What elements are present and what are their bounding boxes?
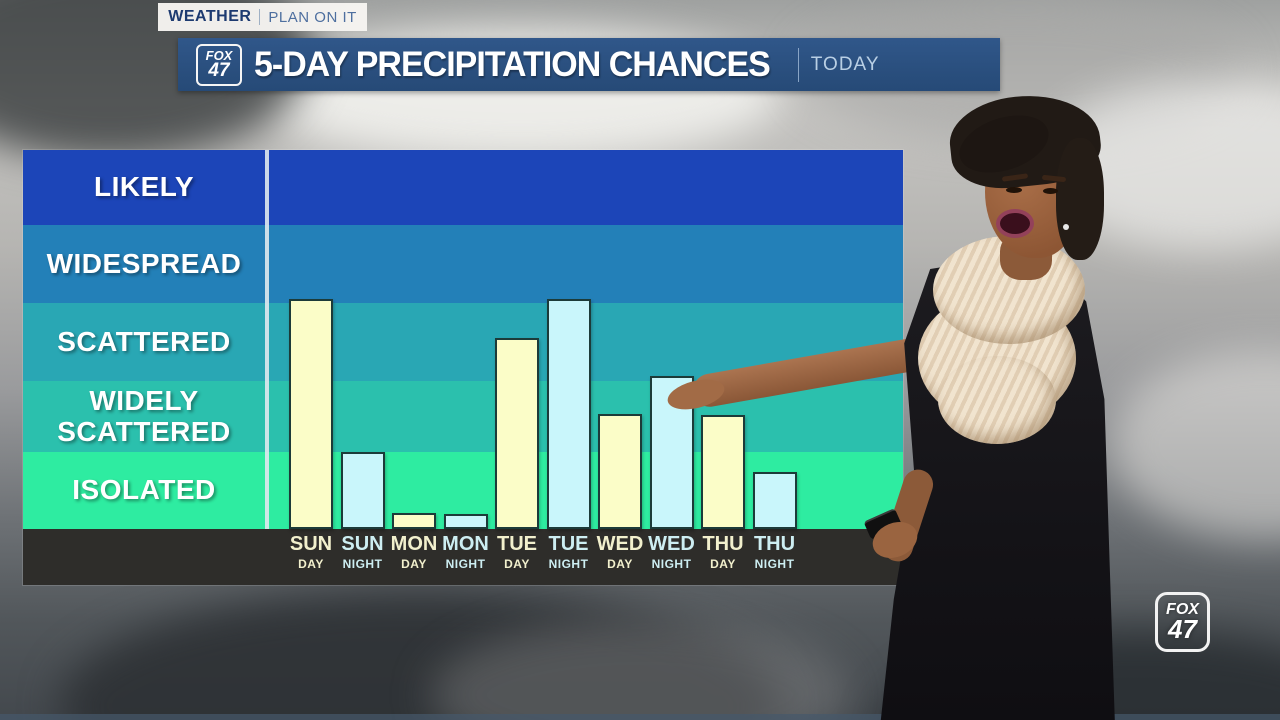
axis-label-mon-day: MON DAY xyxy=(388,533,440,571)
axis-period-name: NIGHT xyxy=(342,557,383,571)
bar-mon-night xyxy=(443,514,488,529)
fox47-logo-top: FOX xyxy=(205,47,233,63)
band-label-scattered: SCATTERED xyxy=(57,325,231,357)
bar-wed-night xyxy=(649,375,694,529)
axis-label-thu-day: THU DAY xyxy=(697,533,749,571)
axis-day-name: THU xyxy=(702,533,744,555)
bar-mon-day xyxy=(392,512,436,529)
axis-label-wed-day: WED DAY xyxy=(594,533,646,571)
chart-title: 5-DAY PRECIPITATION CHANCES xyxy=(254,44,771,84)
axis-day-name: SUN xyxy=(289,533,333,555)
fox47-bug-top: FOX xyxy=(1166,601,1199,619)
forecast-period-label: TODAY xyxy=(810,53,880,75)
chart-x-axis-band: SUN DAY SUN NIGHT MON DAY MON NIGHT TUE DAY TUE NIG… xyxy=(23,529,903,585)
axis-day-name: MON xyxy=(390,533,438,555)
axis-period-name: NIGHT xyxy=(445,557,486,571)
bar-tue-night xyxy=(546,299,591,529)
band-label-widespread: WIDESPREAD xyxy=(46,247,242,279)
axis-period-name: NIGHT xyxy=(754,557,795,571)
axis-label-tue-night: TUE NIGHT xyxy=(543,533,595,571)
chart-header-banner: FOX 47 5-DAY PRECIPITATION CHANCES TODAY xyxy=(178,38,1000,91)
axis-day-name: TUE xyxy=(548,533,589,555)
axis-period-name: DAY xyxy=(607,557,633,571)
axis-label-sun-night: SUN NIGHT xyxy=(337,533,389,571)
header-divider xyxy=(797,47,799,82)
bar-thu-day xyxy=(701,415,745,529)
axis-day-name: SUN xyxy=(341,533,384,555)
fox47-logo: FOX 47 xyxy=(196,43,242,86)
cloud-shape xyxy=(1110,350,1280,540)
axis-period-name: DAY xyxy=(504,557,530,571)
band-label-likely: LIKELY xyxy=(94,171,194,203)
chart-band-likely xyxy=(23,150,903,225)
chart-band-widespread xyxy=(23,225,903,303)
bar-sun-night xyxy=(340,452,385,529)
axis-day-name: WED xyxy=(648,533,695,555)
tab-section-label: WEATHER xyxy=(168,8,252,25)
show-tab: WEATHER PLAN ON IT xyxy=(158,3,367,31)
tab-tagline-label: PLAN ON IT xyxy=(268,8,357,26)
axis-label-thu-night: THU NIGHT xyxy=(749,533,801,571)
fox47-bug-bottom: 47 xyxy=(1168,613,1197,644)
bar-wed-day xyxy=(598,414,642,529)
axis-period-name: NIGHT xyxy=(651,557,692,571)
axis-day-name: TUE xyxy=(497,533,537,555)
axis-day-name: THU xyxy=(753,533,796,555)
tab-divider xyxy=(259,9,261,25)
bar-thu-night xyxy=(752,472,797,529)
band-label-isolated: ISOLATED xyxy=(72,474,216,506)
cloud-shape xyxy=(880,630,1280,720)
bar-sun-day xyxy=(289,299,333,529)
fox47-corner-bug: FOX 47 xyxy=(1155,592,1210,652)
chart-label-separator xyxy=(265,150,269,529)
axis-label-sun-day: SUN DAY xyxy=(285,533,337,571)
band-label-widely-scattered: WIDELY SCATTERED xyxy=(57,385,231,447)
axis-day-name: MON xyxy=(442,533,489,555)
precipitation-chart: SUN DAY SUN NIGHT MON DAY MON NIGHT TUE DAY TUE NIG… xyxy=(23,150,903,585)
axis-day-name: WED xyxy=(596,533,644,555)
axis-label-mon-night: MON NIGHT xyxy=(440,533,492,571)
axis-period-name: DAY xyxy=(710,557,736,571)
axis-period-name: DAY xyxy=(298,557,324,571)
axis-label-tue-day: TUE DAY xyxy=(491,533,543,571)
axis-period-name: NIGHT xyxy=(548,557,589,571)
axis-label-wed-night: WED NIGHT xyxy=(646,533,698,571)
frame-bottom-strip xyxy=(0,714,1280,720)
axis-period-name: DAY xyxy=(401,557,427,571)
fox47-logo-bottom: 47 xyxy=(208,59,230,81)
bar-tue-day xyxy=(495,338,539,529)
